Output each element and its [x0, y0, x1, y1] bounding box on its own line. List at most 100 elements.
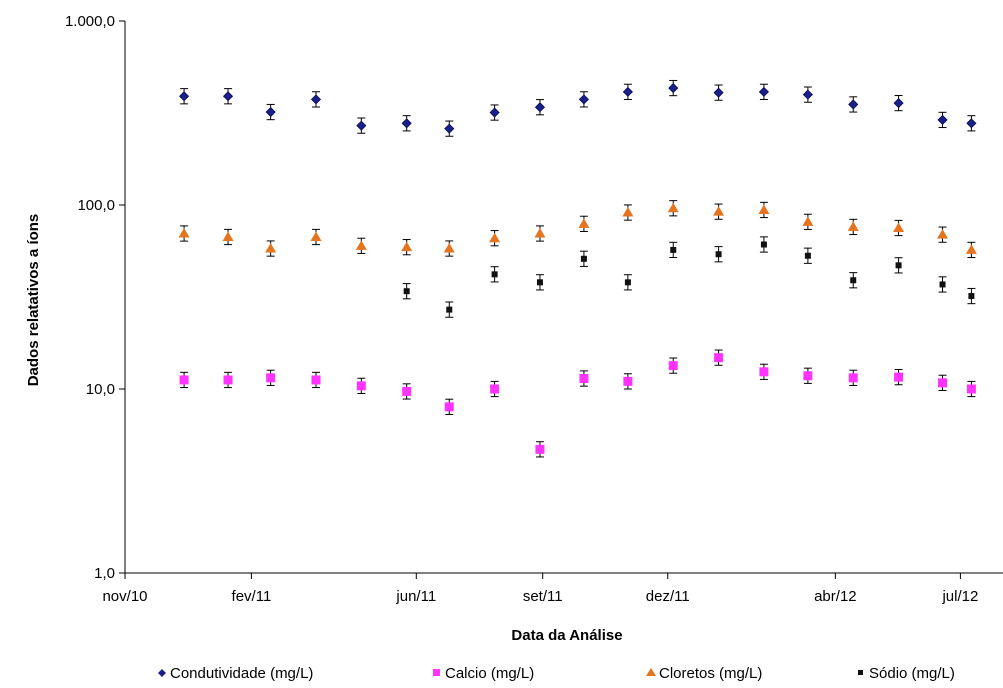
data-point: [266, 373, 276, 383]
data-point: [968, 293, 975, 300]
data-point: [850, 277, 857, 284]
data-point: [443, 243, 455, 253]
legend: Condutividade (mg/L) Calcio (mg/L) Cloreto…: [158, 665, 955, 682]
data-point: [937, 114, 948, 125]
data-point: [966, 118, 977, 129]
legend-item-calcio: Calcio (mg/L): [433, 665, 534, 682]
x-tick-label: set/11: [523, 588, 563, 605]
y-axis-title: Dados relatativos a íons: [25, 214, 42, 387]
y-tick-label: 1,0: [94, 565, 115, 582]
legend-item-cloretos: Cloretos (mg/L): [646, 665, 762, 682]
data-point: [965, 244, 977, 254]
legend-marker: [646, 668, 656, 676]
data-point: [534, 228, 546, 238]
legend-label: Condutividade (mg/L): [170, 665, 313, 682]
data-point: [444, 123, 455, 134]
data-point: [758, 204, 770, 214]
data-point: [802, 89, 813, 100]
data-point: [491, 271, 498, 278]
axes: 1,0 10,0 100,0 1.000,0 nov/10 fev/11 jun/11 set…: [65, 13, 1003, 605]
data-point: [668, 83, 679, 94]
data-point: [356, 120, 367, 131]
data-point: [311, 375, 321, 385]
series-sodio: [402, 236, 976, 318]
data-point: [937, 229, 949, 239]
data-point: [489, 107, 500, 118]
data-point: [760, 241, 767, 248]
data-point: [179, 375, 189, 385]
x-tick-label: abr/12: [814, 588, 857, 605]
data-point: [310, 94, 322, 105]
data-point: [939, 281, 946, 288]
data-point: [714, 353, 724, 363]
data-point: [847, 221, 859, 231]
data-point: [895, 262, 902, 269]
series-condutividade: [179, 79, 977, 137]
data-point: [222, 231, 234, 242]
data-point: [622, 86, 633, 97]
data-point: [401, 118, 412, 129]
x-tick-label: fev/11: [232, 588, 272, 605]
data-point: [536, 279, 543, 286]
data-point: [804, 252, 811, 259]
data-point: [802, 216, 814, 226]
data-point: [402, 386, 412, 396]
x-axis-title: Data da Análise: [511, 627, 622, 644]
data-point: [179, 91, 190, 102]
legend-label: Sódio (mg/L): [869, 665, 955, 682]
data-point: [265, 243, 277, 253]
data-point: [713, 87, 724, 98]
data-point: [265, 106, 276, 118]
data-point: [534, 102, 546, 113]
data-point: [848, 373, 858, 383]
series-cloretos: [178, 200, 977, 259]
data-point: [759, 367, 769, 377]
legend-marker: [858, 670, 863, 675]
data-point: [578, 94, 589, 105]
data-point: [848, 99, 859, 110]
data-point: [670, 246, 677, 253]
data-point: [893, 98, 904, 109]
y-tick-label: 100,0: [77, 197, 115, 214]
data-point: [446, 306, 453, 313]
data-point: [668, 361, 678, 371]
y-tick-label: 10,0: [86, 381, 115, 398]
data-point: [579, 374, 589, 384]
data-point: [401, 241, 413, 252]
data-point: [715, 251, 722, 258]
data-point: [894, 372, 904, 382]
data-point: [624, 279, 631, 286]
legend-item-sodio: Sódio (mg/L): [858, 665, 955, 682]
series-calcio: [179, 349, 976, 458]
data-point: [222, 91, 234, 102]
data-point: [223, 375, 233, 385]
data-point: [178, 228, 190, 238]
data-point: [580, 255, 587, 262]
data-point: [938, 378, 948, 388]
data-marks: [178, 79, 977, 458]
legend-label: Calcio (mg/L): [445, 665, 534, 682]
data-point: [623, 376, 633, 386]
x-tick-label: dez/11: [646, 588, 690, 605]
data-point: [667, 202, 679, 213]
data-point: [310, 231, 322, 242]
data-point: [355, 240, 367, 250]
x-tick-label: jul/12: [941, 588, 978, 605]
data-point: [356, 381, 366, 391]
y-tick-label: 1.000,0: [65, 13, 115, 30]
data-point: [403, 288, 410, 295]
data-point: [444, 402, 454, 412]
data-point: [622, 207, 634, 217]
data-point: [966, 384, 976, 394]
data-point: [578, 218, 590, 228]
data-point: [893, 222, 905, 232]
legend-label: Cloretos (mg/L): [659, 665, 762, 682]
data-point: [535, 444, 545, 454]
legend-marker: [433, 669, 440, 676]
data-point: [803, 371, 813, 381]
data-point: [758, 86, 769, 97]
x-tick-label: nov/10: [102, 588, 147, 605]
x-tick-label: jun/11: [395, 588, 436, 605]
legend-item-condutividade: Condutividade (mg/L): [158, 665, 313, 682]
